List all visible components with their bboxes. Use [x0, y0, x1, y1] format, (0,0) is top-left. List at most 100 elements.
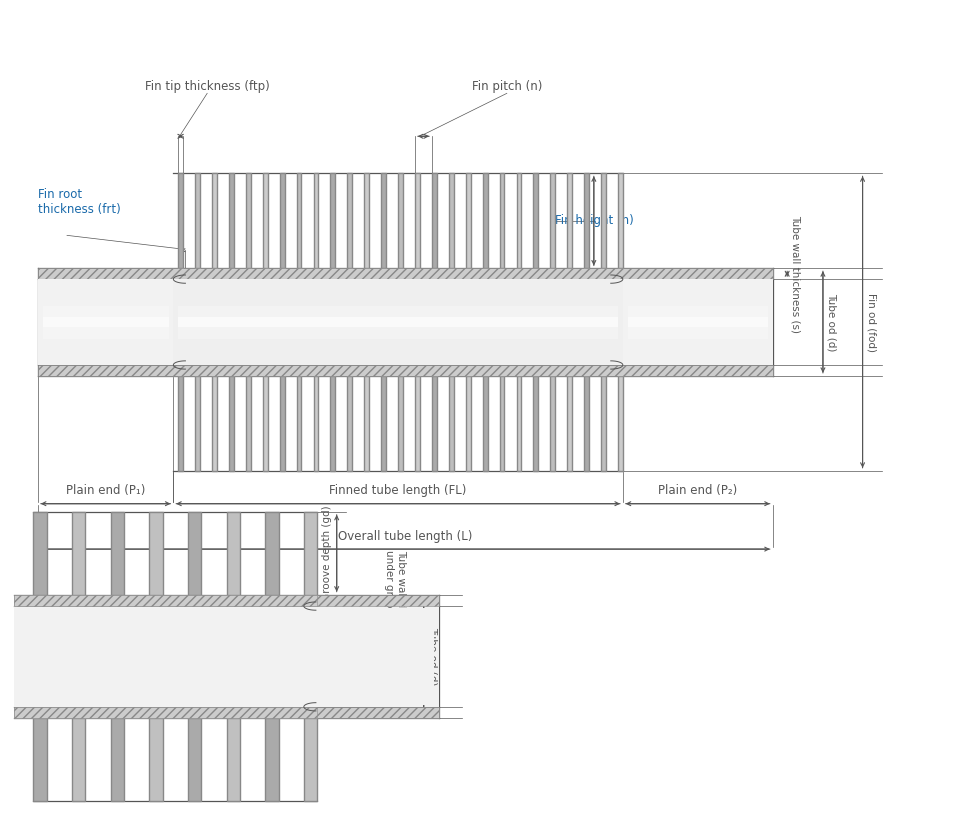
Bar	[280, 375, 285, 470]
Bar	[14, 706, 318, 718]
Bar	[33, 718, 47, 801]
Bar	[72, 512, 86, 595]
Bar	[38, 279, 174, 365]
Bar	[149, 718, 163, 801]
Bar	[38, 269, 174, 375]
Bar	[381, 173, 386, 269]
Bar	[483, 173, 488, 269]
Bar	[212, 375, 216, 470]
Bar	[280, 173, 285, 269]
Bar	[448, 173, 453, 269]
Text: Overall tube length (L): Overall tube length (L)	[338, 530, 473, 542]
Bar	[415, 173, 420, 269]
Text: Fin od (fod): Fin od (fod)	[867, 293, 877, 352]
Bar	[331, 375, 335, 470]
Bar	[415, 375, 420, 470]
Bar	[448, 375, 453, 470]
Bar	[550, 375, 555, 470]
Bar	[43, 315, 169, 329]
Bar	[262, 375, 267, 470]
Bar	[229, 375, 234, 470]
Bar	[14, 706, 439, 718]
Bar	[178, 305, 618, 339]
Bar	[265, 718, 279, 801]
Bar	[212, 173, 216, 269]
Bar	[499, 375, 504, 470]
Bar	[466, 173, 471, 269]
Bar	[466, 375, 471, 470]
Bar	[265, 512, 279, 595]
Text: Fin pitch (n): Fin pitch (n)	[472, 80, 542, 93]
Bar	[365, 375, 370, 470]
Bar	[347, 173, 352, 269]
Bar	[178, 375, 183, 470]
Bar	[43, 317, 169, 327]
Bar	[110, 512, 124, 595]
Bar	[601, 375, 605, 470]
Bar	[43, 305, 169, 339]
Bar	[347, 375, 352, 470]
Bar	[432, 375, 437, 470]
Bar	[623, 279, 772, 365]
Bar	[178, 173, 183, 269]
Bar	[398, 375, 403, 470]
Text: Groove depth (gd): Groove depth (gd)	[322, 505, 332, 601]
Bar	[304, 718, 318, 801]
Text: Tube wall thickness (s): Tube wall thickness (s)	[791, 214, 801, 333]
Bar	[38, 269, 772, 279]
Bar	[174, 279, 623, 365]
Bar	[314, 173, 318, 269]
Bar	[623, 279, 772, 365]
Bar	[14, 595, 439, 718]
Bar	[584, 173, 589, 269]
Bar	[38, 279, 174, 365]
Bar	[314, 375, 318, 470]
Bar	[628, 317, 768, 327]
Text: Fin root
thickness (frt): Fin root thickness (frt)	[38, 188, 121, 215]
Bar	[110, 718, 124, 801]
Bar	[628, 304, 768, 340]
Bar	[229, 173, 234, 269]
Bar	[19, 638, 434, 675]
Bar	[483, 375, 488, 470]
Text: Plain end (P₂): Plain end (P₂)	[658, 484, 737, 497]
Bar	[14, 606, 439, 706]
Bar	[38, 365, 772, 375]
Bar	[195, 375, 200, 470]
Bar	[432, 173, 437, 269]
Text: Plain end (P₁): Plain end (P₁)	[66, 484, 145, 497]
Bar	[533, 173, 538, 269]
Bar	[246, 173, 251, 269]
Bar	[618, 173, 623, 269]
Text: Tube od (d): Tube od (d)	[827, 293, 837, 351]
Bar	[33, 512, 47, 595]
Bar	[262, 173, 267, 269]
Bar	[398, 173, 403, 269]
Bar	[19, 608, 434, 706]
Text: Finned tube length (FL): Finned tube length (FL)	[330, 484, 467, 497]
Bar	[567, 173, 572, 269]
Text: Tube wall thickness
under groove (suf): Tube wall thickness under groove (suf)	[384, 550, 406, 651]
Bar	[499, 173, 504, 269]
Bar	[584, 375, 589, 470]
Bar	[149, 512, 163, 595]
Text: Fin height (h): Fin height (h)	[555, 214, 634, 228]
Bar	[331, 173, 335, 269]
Bar	[174, 279, 623, 365]
Bar	[365, 173, 370, 269]
Bar	[72, 718, 86, 801]
Bar	[601, 173, 605, 269]
Bar	[178, 317, 618, 327]
Bar	[550, 173, 555, 269]
Text: Tube od (d): Tube od (d)	[428, 627, 438, 686]
Bar	[246, 375, 251, 470]
Bar	[628, 305, 768, 339]
Bar	[188, 718, 202, 801]
Bar	[43, 304, 169, 340]
Bar	[628, 315, 768, 329]
Bar	[188, 512, 202, 595]
Bar	[296, 375, 301, 470]
Bar	[174, 269, 623, 375]
Bar	[14, 595, 439, 606]
Bar	[19, 651, 434, 662]
